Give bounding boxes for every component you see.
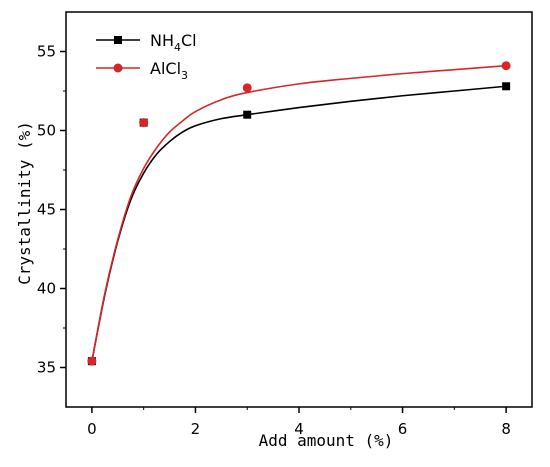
x-tick-label: 0	[87, 420, 97, 438]
data-point-1	[139, 118, 149, 128]
legend-label-subscript: 4	[174, 41, 181, 54]
x-axis-ticks: 0 2 4 6 8	[87, 407, 511, 438]
x-tick-label: 8	[501, 420, 511, 438]
fit-curve-1	[91, 64, 507, 362]
legend-label-1: AlCl3	[150, 59, 188, 82]
x-tick-label: 2	[191, 420, 201, 438]
fit-curves	[91, 64, 507, 362]
data-markers	[87, 61, 511, 366]
x-tick-label: 6	[398, 420, 408, 438]
data-point-0	[243, 110, 252, 119]
data-point-1	[87, 356, 97, 366]
data-point-1	[242, 83, 252, 93]
legend-label-main: NH	[150, 31, 174, 50]
y-axis-title: Crystallinity (%)	[15, 121, 34, 285]
y-axis-ticks: 35 40 45 50 55	[37, 43, 66, 377]
x-tick-label: 4	[294, 420, 304, 438]
legend-label-0: NH4Cl	[150, 31, 197, 54]
y-tick-label: 35	[37, 359, 56, 377]
x-axis-title: Add amount (%)	[259, 431, 394, 450]
data-point-0	[502, 82, 511, 91]
data-point-1	[501, 61, 511, 71]
legend-marker-1	[113, 63, 123, 73]
y-tick-label: 55	[37, 43, 56, 61]
legend-label-main: AlCl	[150, 59, 181, 78]
legend-marker-0	[114, 36, 122, 44]
y-tick-label: 45	[37, 201, 56, 219]
plot-frame	[65, 11, 533, 408]
y-tick-label: 50	[37, 122, 56, 140]
fit-curve-0	[91, 85, 507, 362]
legend-label-subscript: 3	[181, 69, 188, 82]
y-tick-label: 40	[37, 280, 56, 298]
legend-label-tail: Cl	[181, 31, 197, 50]
